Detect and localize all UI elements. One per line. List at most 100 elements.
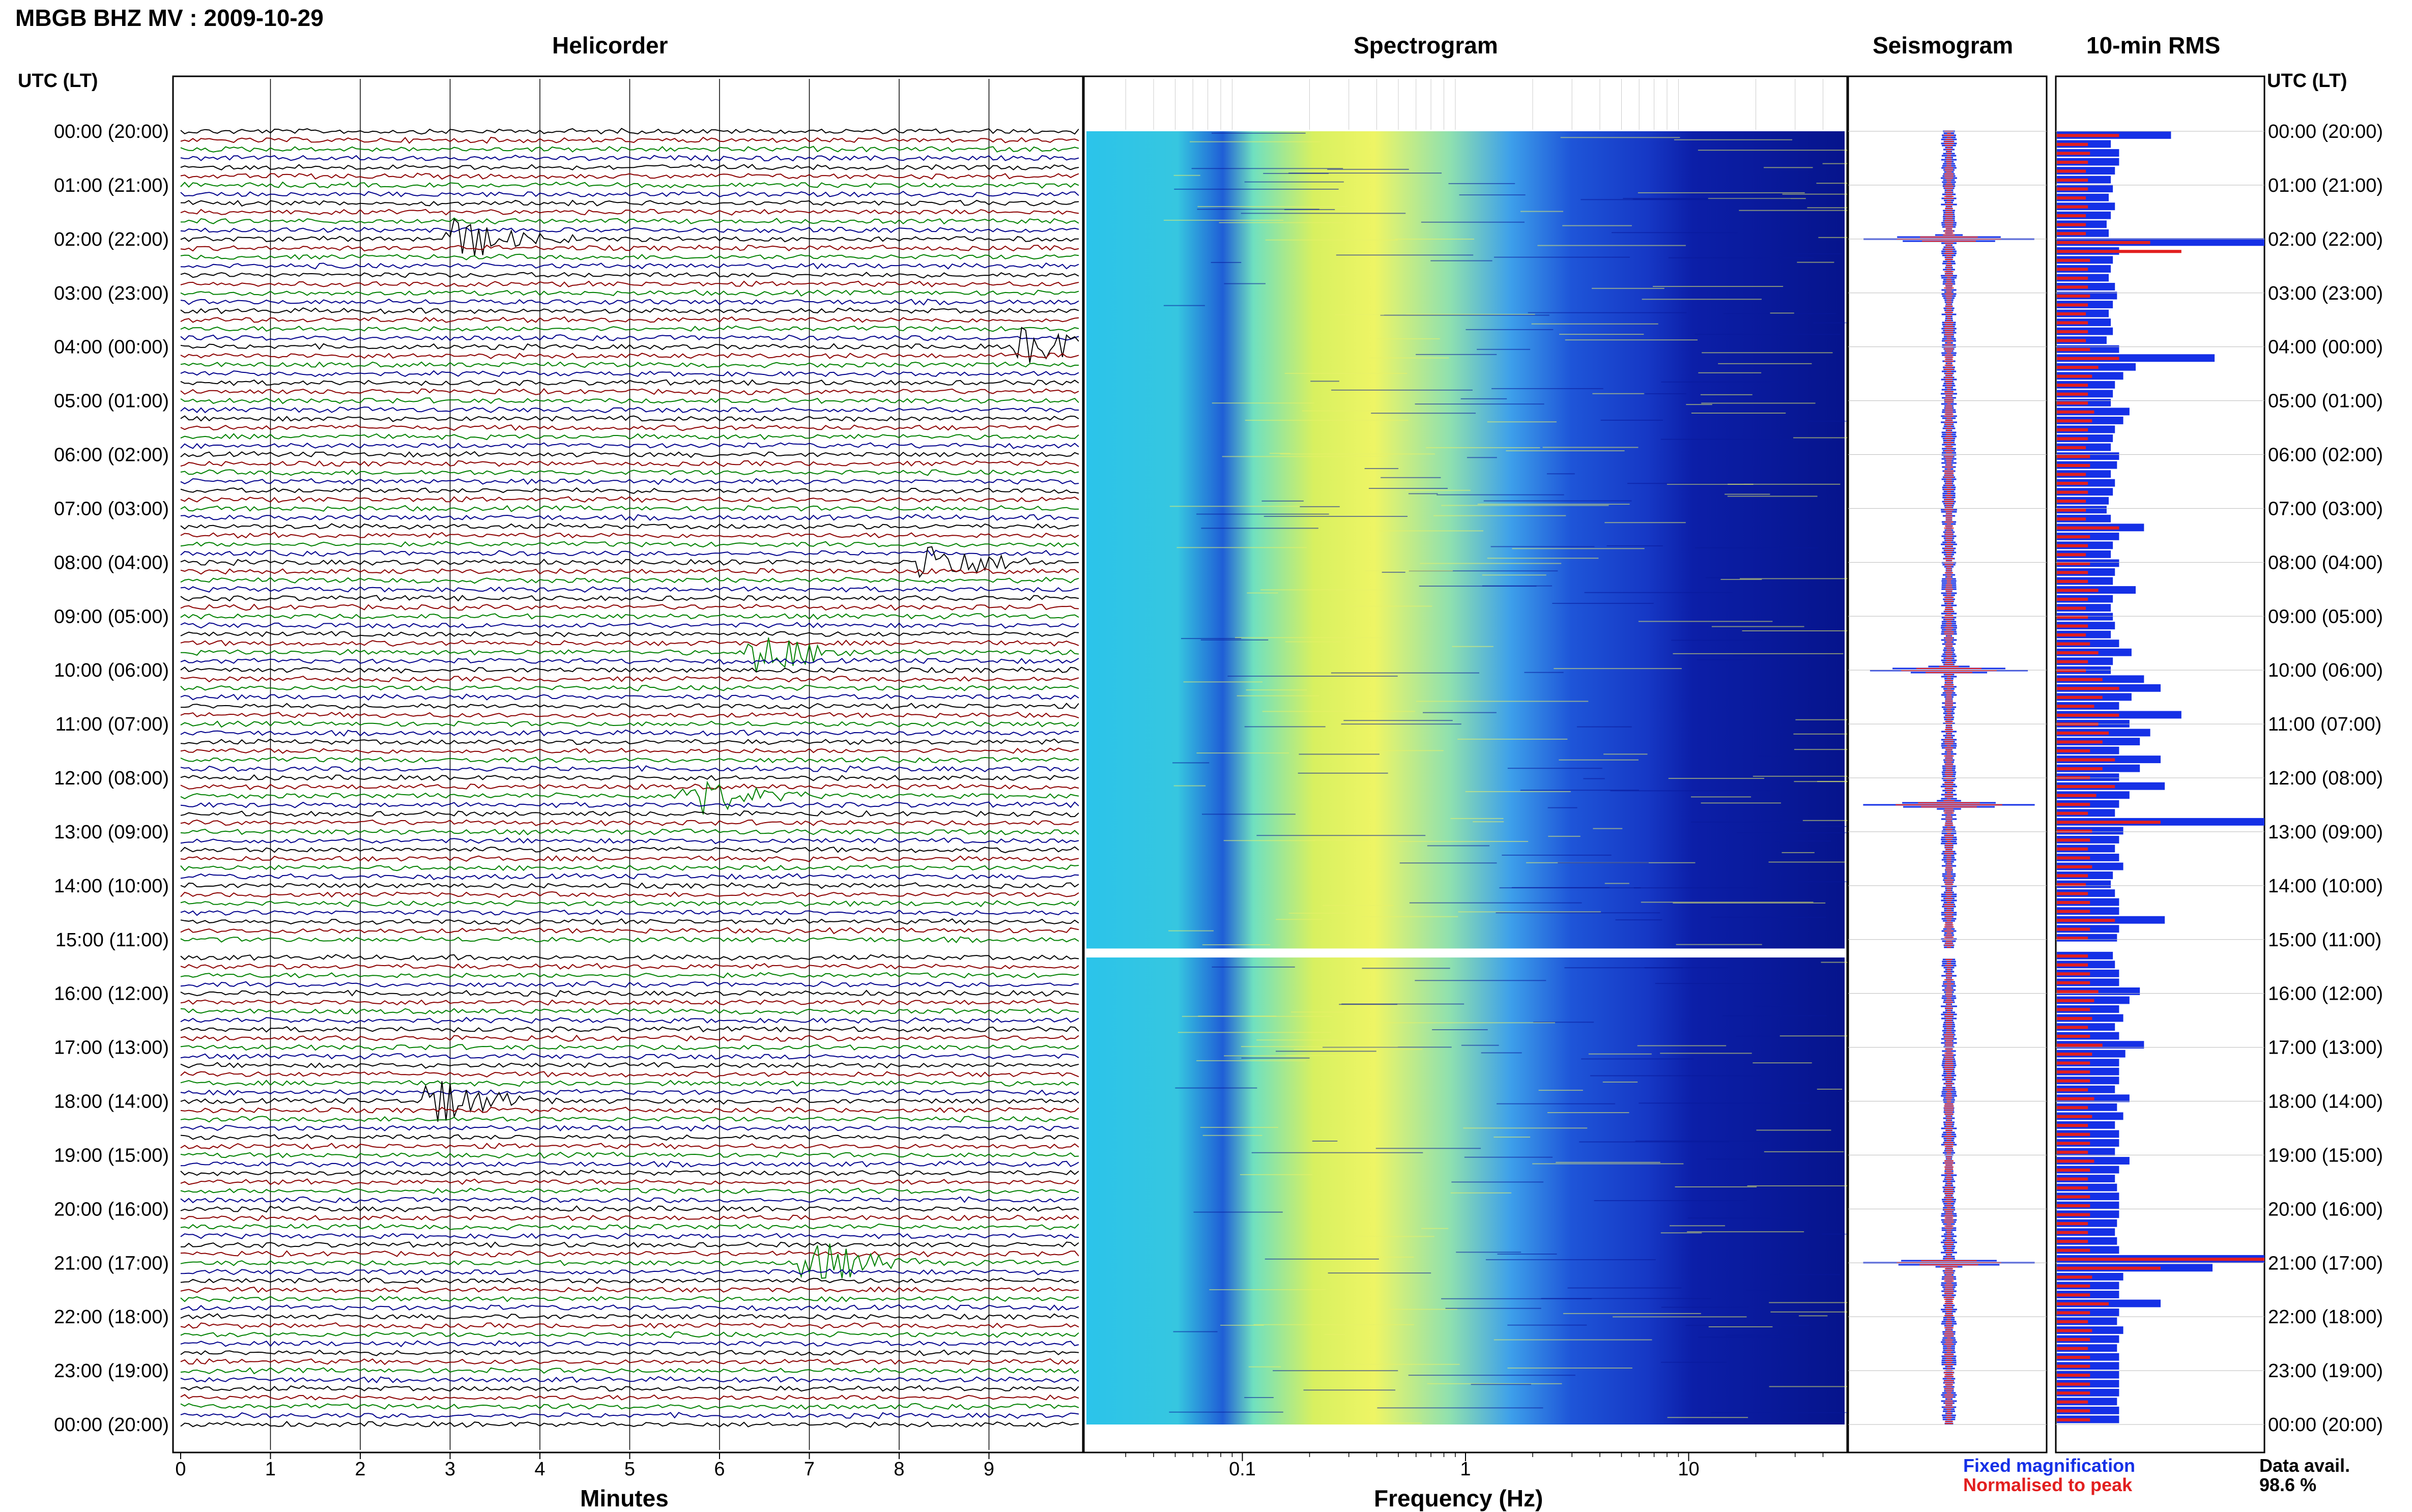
minute-tick-label: 1 — [265, 1459, 276, 1480]
spectrogram-texture-line — [1202, 1135, 1262, 1136]
helicorder-trace-row — [180, 1178, 1079, 1185]
spectrogram-texture-line — [1697, 659, 1748, 660]
spectrogram-texture-line — [1720, 578, 1762, 580]
rms-bar-normalised — [2057, 196, 2086, 200]
spectrogram-texture-line — [1285, 641, 1341, 643]
rms-bar-normalised — [2057, 856, 2090, 860]
spectrogram-texture-line — [1265, 1258, 1379, 1260]
time-label: 18:00 (14:00) — [2268, 1091, 2383, 1113]
rms-bar-normalised — [2057, 1115, 2092, 1118]
spectrogram-texture-line — [1416, 701, 1589, 702]
spectrogram-texture-line — [1441, 1298, 1592, 1299]
helicorder-trace-row — [180, 549, 1079, 557]
rms-bar-normalised — [2057, 669, 2086, 673]
spectrogram-texture-line — [1782, 852, 1815, 853]
spectrogram-texture-line — [1310, 381, 1339, 382]
helicorder-trace-row — [180, 307, 1079, 314]
spectrogram-texture-line — [1174, 188, 1339, 190]
spectrogram-texture-line — [1520, 790, 1639, 791]
helicorder-trace-row — [180, 522, 1079, 530]
helicorder-trace-row — [180, 1080, 1079, 1087]
spectrogram-texture-line — [1323, 1046, 1452, 1048]
time-label: 16:00 (12:00) — [2268, 983, 2383, 1005]
spectrogram-texture-line — [1754, 1005, 1797, 1007]
spectrogram-texture-line — [1465, 791, 1571, 793]
rms-bar-normalised — [2057, 348, 2090, 352]
rms-bar-normalised — [2057, 865, 2092, 868]
helicorder-trace-row — [180, 262, 1079, 270]
spectrogram-texture-line — [1548, 835, 1581, 837]
helicorder-trace-row — [180, 1016, 1079, 1024]
rms-bar-normalised — [2057, 1034, 2090, 1038]
spectrogram-texture-line — [1655, 983, 1792, 984]
spectrogram-texture-line — [1212, 966, 1295, 968]
helicorder-trace-row — [180, 720, 1079, 728]
rms-bar-normalised — [2057, 134, 2119, 137]
rms-bar-normalised — [2057, 927, 2090, 931]
spectrogram-texture-line — [1364, 468, 1399, 469]
spectrogram-texture-line — [1797, 261, 1834, 263]
spectrogram-texture-line — [1324, 1333, 1345, 1335]
minute-tick-label: 5 — [624, 1459, 635, 1480]
rms-bar-normalised — [2057, 321, 2088, 325]
rms-bar-normalised — [2057, 1284, 2090, 1288]
spectrogram-texture-line — [1471, 1384, 1531, 1385]
rms-bar-normalised — [2057, 1159, 2094, 1163]
rms-bar-normalised — [2057, 160, 2088, 164]
rms-bar-normalised — [2057, 695, 2103, 699]
spectrogram-texture-line — [1793, 733, 1888, 735]
spectrogram-texture-line — [1175, 1087, 1257, 1089]
helicorder-trace-row — [180, 1367, 1079, 1375]
spectrogram-texture-line — [1269, 453, 1290, 454]
helicorder-trace-row — [180, 1224, 1079, 1231]
spectrogram-texture-line — [1482, 585, 1553, 587]
spectrogram-texture-line — [1507, 1324, 1587, 1326]
rms-bar-normalised — [2057, 1124, 2088, 1127]
minute-tick-label: 0 — [175, 1459, 186, 1480]
helicorder-trace-row — [180, 496, 1079, 503]
helicorder-trace-row — [180, 810, 1079, 818]
spectrogram-texture-line — [1262, 711, 1416, 712]
rms-bar-normalised — [2057, 152, 2090, 155]
spectrogram-texture-line — [1260, 589, 1386, 591]
spectrogram-texture-line — [1660, 1053, 1752, 1054]
spectrogram-texture-line — [1584, 592, 1733, 593]
rms-bar-normalised — [2057, 606, 2086, 610]
spectrogram-texture-line — [1408, 493, 1438, 495]
spectrogram-texture-line — [1494, 256, 1630, 258]
spectrogram-texture-line — [1708, 1326, 1773, 1327]
spectrogram-texture-line — [1768, 861, 1846, 863]
spectrogram-texture-line — [1769, 1302, 1912, 1303]
spectrogram-texture-line — [1667, 1417, 1748, 1418]
time-label: 21:00 (17:00) — [54, 1253, 169, 1274]
rms-frame — [2055, 75, 2265, 1453]
helicorder-trace-row — [180, 1044, 1079, 1051]
spectrogram-texture-line — [1253, 1324, 1415, 1325]
spectrogram-texture-line — [1344, 1363, 1460, 1365]
rms-bar-normalised — [2057, 633, 2086, 637]
time-label: 01:00 (21:00) — [54, 175, 169, 196]
rms-bar-normalised — [2057, 562, 2090, 565]
spectrogram-texture-line — [1467, 457, 1497, 458]
rms-bar-normalised — [2057, 1320, 2088, 1324]
rms-bar-normalised — [2057, 1177, 2088, 1181]
helicorder-trace-row — [180, 334, 1079, 341]
spectrogram-texture-line — [1817, 1088, 1843, 1090]
spectrogram-texture-line — [1211, 261, 1242, 263]
spectrogram-texture-line — [1727, 496, 1818, 497]
helicorder-trace-row — [180, 1116, 1079, 1123]
spectrogram-texture-line — [1567, 1287, 1682, 1289]
spectrogram-texture-line — [1375, 1148, 1481, 1149]
spectrogram-texture-line — [1633, 887, 1758, 889]
spectrogram-texture-line — [1190, 141, 1320, 142]
spectrogram-texture-line — [1686, 404, 1712, 405]
spectrogram-texture-line — [1223, 840, 1315, 841]
spectrogram-texture-line — [1708, 198, 1806, 199]
spectrogram-texture-line — [1588, 1053, 1652, 1055]
rms-bars — [2057, 131, 2264, 1423]
spectrogram-texture-line — [1264, 516, 1408, 517]
spectrogram-texture-line — [1398, 840, 1529, 842]
spectrogram-texture-line — [1168, 930, 1214, 932]
time-label: 23:00 (19:00) — [2268, 1360, 2383, 1382]
helicorder-trace-row — [180, 568, 1079, 575]
